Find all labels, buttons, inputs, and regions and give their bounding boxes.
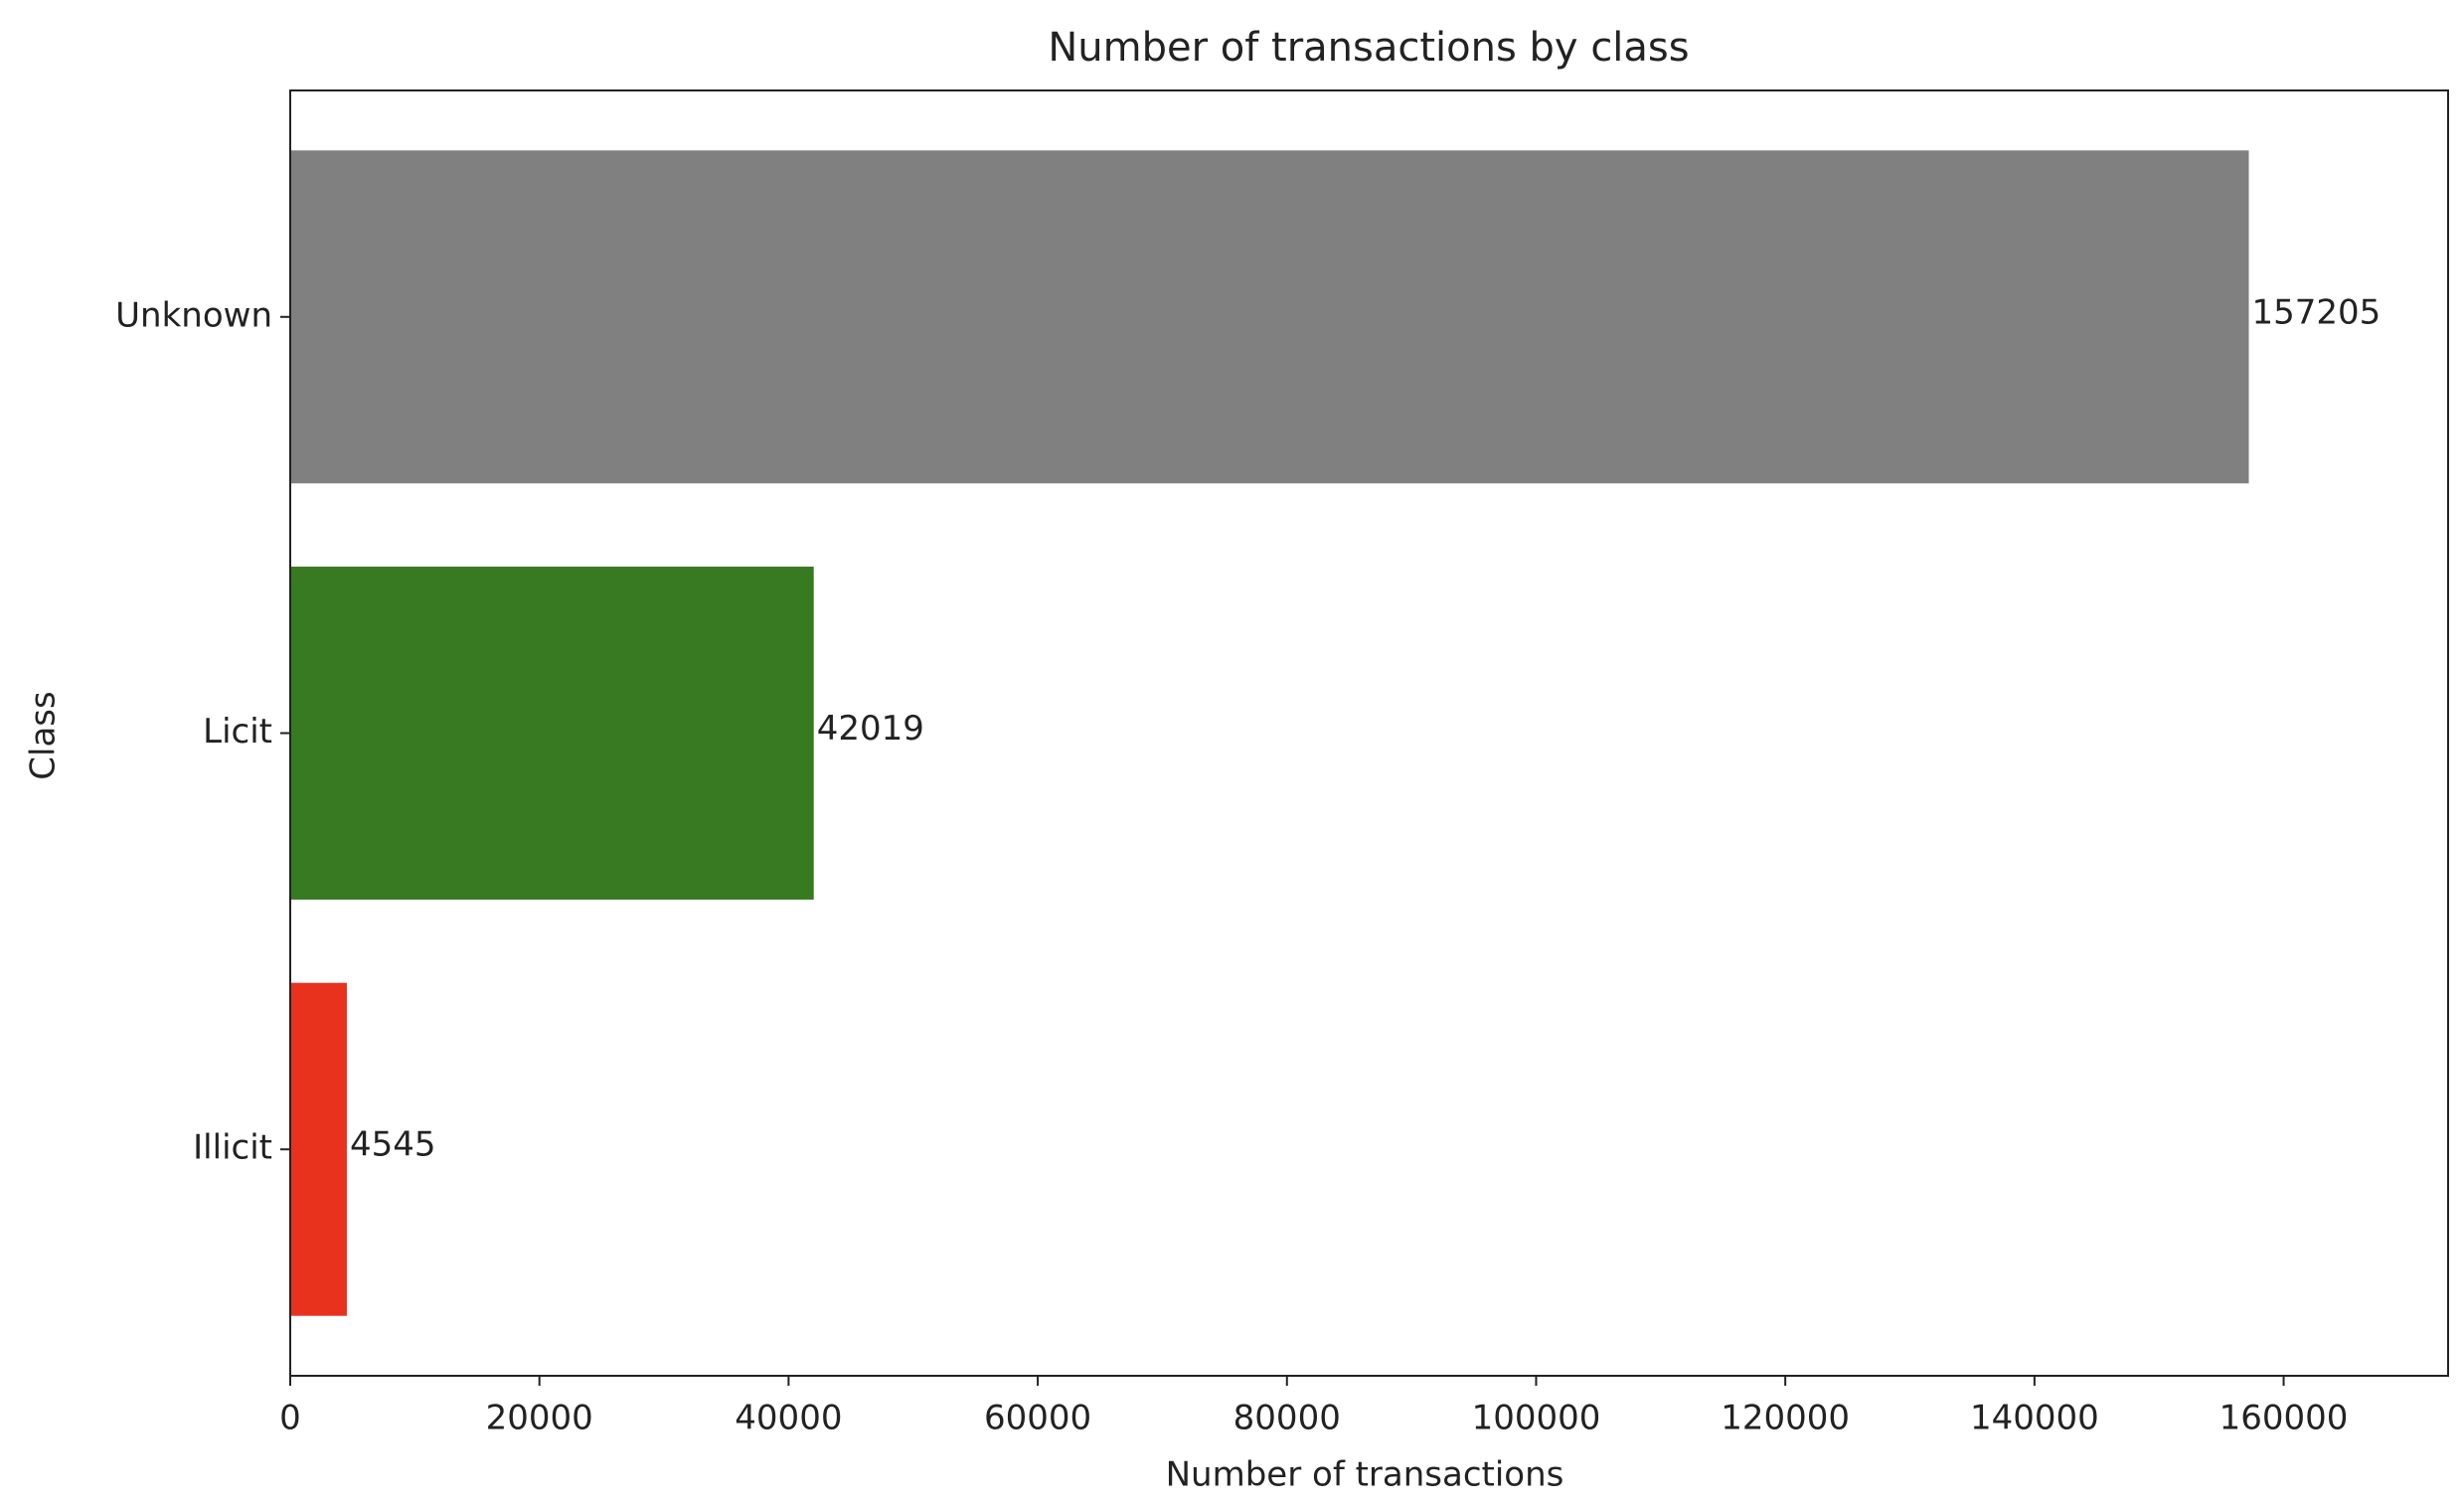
y-tick-label: Illicit: [193, 1128, 272, 1168]
x-tick-label: 80000: [1233, 1399, 1341, 1438]
bar: [290, 150, 2249, 484]
x-tick-label: 120000: [1721, 1399, 1850, 1438]
bar: [290, 567, 814, 900]
y-axis-label: Class: [24, 691, 64, 779]
x-tick-label: 20000: [486, 1399, 593, 1438]
data-label: 42019: [817, 709, 924, 749]
plot-frame: [289, 89, 2449, 1377]
x-axis-label: Number of transactions: [1166, 1455, 1564, 1495]
bar: [290, 982, 347, 1316]
x-tick-label: 100000: [1472, 1399, 1601, 1438]
x-tick-label: 60000: [984, 1399, 1091, 1438]
x-tick-label: 40000: [735, 1399, 842, 1438]
y-tick-label: Unknown: [115, 295, 272, 335]
chart-title: Number of transactions by class: [1048, 25, 1689, 71]
x-tick-label: 0: [279, 1399, 301, 1438]
data-label: 4545: [350, 1125, 436, 1165]
x-tick-label: 140000: [1970, 1399, 2099, 1438]
y-tick-label: Licit: [203, 712, 272, 752]
data-label: 157205: [2252, 292, 2382, 332]
x-tick-label: 160000: [2219, 1399, 2349, 1438]
